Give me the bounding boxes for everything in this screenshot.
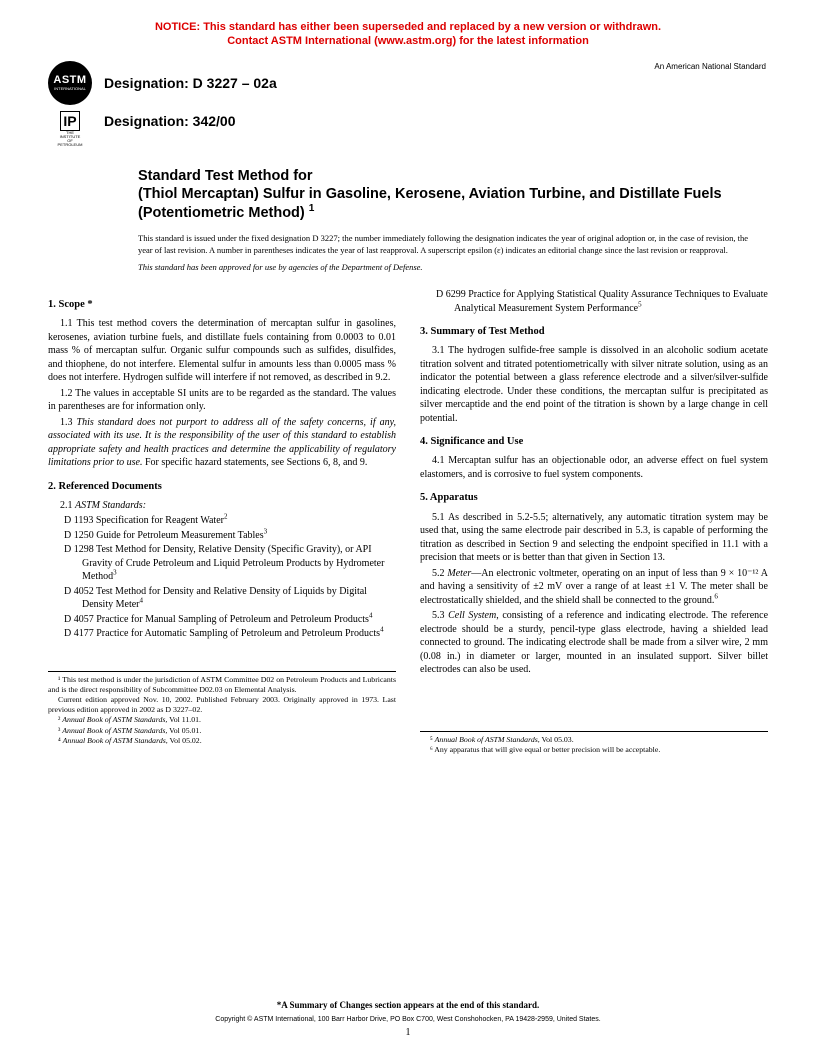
title-footnote-ref: 1 <box>309 203 315 214</box>
section-1-head: 1. Scope * <box>48 298 396 312</box>
ip-logo-sub2: OF PETROLEUM <box>57 139 83 147</box>
section-5-head: 5. Apparatus <box>420 491 768 505</box>
para-5-2: 5.2 Meter—An electronic voltmeter, opera… <box>420 567 768 608</box>
astm-logo-sub: INTERNATIONAL <box>54 86 86 91</box>
section-4-head: 4. Significance and Use <box>420 435 768 449</box>
ref-d1250: D 1250 Guide for Petroleum Measurement T… <box>48 529 396 543</box>
para-5-1: 5.1 As described in 5.2-5.5; alternative… <box>420 511 768 565</box>
para-1-2: 1.2 The values in acceptable SI units ar… <box>48 387 396 414</box>
ref-d1298: D 1298 Test Method for Density, Relative… <box>48 543 396 584</box>
ref-d4057: D 4057 Practice for Manual Sampling of P… <box>48 613 396 627</box>
footnotes-right-block: ⁵ Annual Book of ASTM Standards, Vol 05.… <box>420 731 768 755</box>
preamble-dod: This standard has been approved for use … <box>138 262 768 272</box>
para-1-1: 1.1 This test method covers the determin… <box>48 317 396 385</box>
designation-1: Designation: D 3227 – 02a <box>104 75 768 91</box>
section-2-1: 2.1 ASTM Standards: <box>48 499 396 513</box>
ref-d6299: D 6299 Practice for Applying Statistical… <box>420 288 768 315</box>
footnote-3: ³ Annual Book of ASTM Standards, Vol 05.… <box>48 726 396 736</box>
para-5-3: 5.3 Cell System, consisting of a referen… <box>420 609 768 677</box>
page-number: 1 <box>0 1027 816 1038</box>
astm-logo: ASTM INTERNATIONAL <box>48 61 92 105</box>
para-4-1: 4.1 Mercaptan sulfur has an objectionabl… <box>420 454 768 481</box>
ref-d4052: D 4052 Test Method for Density and Relat… <box>48 585 396 612</box>
footnote-2: ² Annual Book of ASTM Standards, Vol 11.… <box>48 715 396 725</box>
footnotes-left-block: ¹ This test method is under the jurisdic… <box>48 671 396 746</box>
ref-d4177: D 4177 Practice for Automatic Sampling o… <box>48 627 396 641</box>
designation-2: Designation: 342/00 <box>104 113 768 129</box>
ref-d1193: D 1193 Specification for Reagent Water2 <box>48 514 396 528</box>
preamble: This standard is issued under the fixed … <box>138 233 768 256</box>
logo-stack: ASTM INTERNATIONAL IP THE INSTITUTE OF P… <box>48 61 92 147</box>
footnote-1: ¹ This test method is under the jurisdic… <box>48 675 396 695</box>
section-3-head: 3. Summary of Test Method <box>420 325 768 339</box>
notice-banner: NOTICE: This standard has either been su… <box>48 20 768 49</box>
ip-logo-text: IP <box>60 111 79 131</box>
header: ASTM INTERNATIONAL IP THE INSTITUTE OF P… <box>48 61 768 147</box>
notice-line2: Contact ASTM International (www.astm.org… <box>227 35 589 47</box>
footnote-4: ⁴ Annual Book of ASTM Standards, Vol 05.… <box>48 736 396 746</box>
section-2-head: 2. Referenced Documents <box>48 480 396 494</box>
ip-logo: IP THE INSTITUTE OF PETROLEUM <box>57 111 83 147</box>
para-3-1: 3.1 The hydrogen sulfide-free sample is … <box>420 344 768 425</box>
footnote-5: ⁵ Annual Book of ASTM Standards, Vol 05.… <box>420 735 768 745</box>
page-footer: *A Summary of Changes section appears at… <box>0 1000 816 1038</box>
para-1-3: 1.3 This standard does not purport to ad… <box>48 416 396 470</box>
body-columns: 1. Scope * 1.1 This test method covers t… <box>48 288 768 755</box>
astm-logo-text: ASTM <box>53 74 86 86</box>
american-national-standard: An American National Standard <box>654 62 766 71</box>
document-title: Standard Test Method for (Thiol Mercapta… <box>138 167 768 224</box>
copyright-line: Copyright © ASTM International, 100 Barr… <box>0 1016 816 1023</box>
footnote-6: ⁶ Any apparatus that will give equal or … <box>420 745 768 755</box>
footnote-1b: Current edition approved Nov. 10, 2002. … <box>48 695 396 715</box>
summary-changes-note: *A Summary of Changes section appears at… <box>0 1000 816 1010</box>
notice-line1: NOTICE: This standard has either been su… <box>155 21 661 33</box>
